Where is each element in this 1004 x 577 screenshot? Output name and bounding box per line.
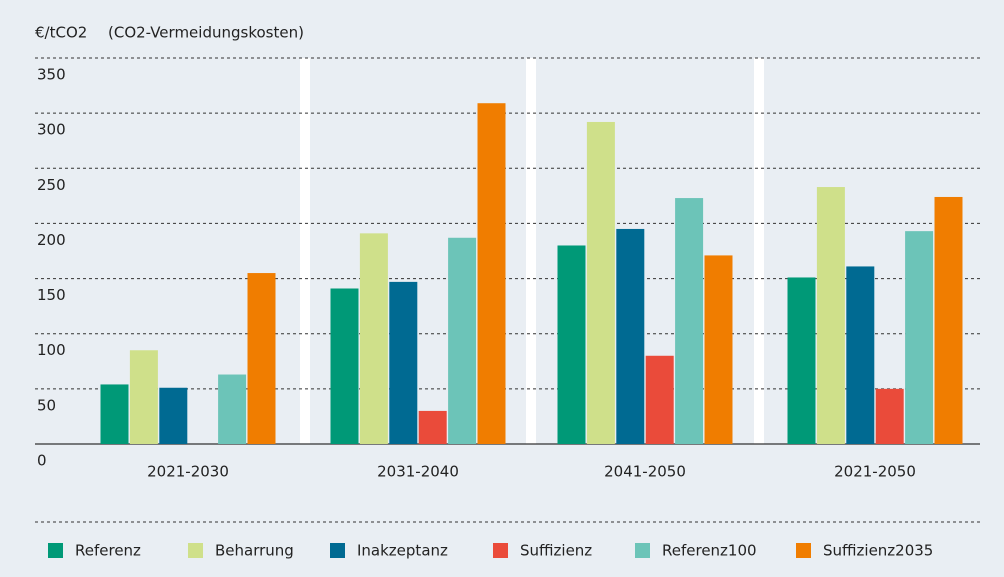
group-separator: [526, 58, 536, 444]
bar: [704, 255, 733, 444]
bar: [218, 374, 247, 444]
legend-label: Inakzeptanz: [357, 542, 448, 560]
bar: [787, 277, 816, 444]
x-tick-label: 2041-2050: [604, 463, 686, 481]
bar: [934, 196, 963, 444]
legend-label: Beharrung: [215, 542, 294, 560]
bar: [675, 198, 704, 444]
bar: [645, 355, 674, 444]
legend-swatch: [635, 543, 650, 558]
group-separator: [754, 58, 764, 444]
y-axis-label: €/tCO2: [35, 24, 87, 42]
bar: [159, 387, 188, 444]
y-tick-label: 300: [37, 121, 66, 139]
bar: [846, 266, 875, 444]
y-tick-label: 250: [37, 176, 66, 194]
bar: [586, 121, 615, 445]
legend-label: Suffizienz: [520, 542, 592, 560]
bar: [247, 273, 276, 444]
bar: [330, 288, 359, 444]
subtitle: (CO2-Vermeidungskosten): [108, 24, 304, 42]
legend-swatch: [493, 543, 508, 558]
x-tick-label: 2021-2030: [147, 463, 229, 481]
y-tick-label: 50: [37, 396, 56, 414]
y-tick-label: 200: [37, 231, 66, 249]
bar: [389, 281, 418, 444]
bar: [418, 410, 447, 444]
x-tick-label: 2021-2050: [834, 463, 916, 481]
group-separator: [300, 58, 310, 444]
y-tick-label: 0: [37, 452, 47, 470]
bar: [816, 187, 845, 444]
legend-swatch: [48, 543, 63, 558]
bar: [477, 103, 506, 445]
legend-swatch: [796, 543, 811, 558]
bar: [448, 237, 477, 444]
y-tick-label: 100: [37, 341, 66, 359]
legend-label: Suffizienz2035: [823, 542, 933, 560]
bar: [129, 350, 158, 444]
legend-label: Referenz: [75, 542, 141, 560]
bar: [100, 384, 129, 444]
legend-swatch: [188, 543, 203, 558]
bar: [557, 245, 586, 444]
y-tick-label: 150: [37, 286, 66, 304]
bar: [905, 231, 934, 444]
legend-label: Referenz100: [662, 542, 757, 560]
bar: [616, 228, 645, 444]
bar: [875, 388, 904, 444]
bar: [359, 233, 388, 444]
legend-swatch: [330, 543, 345, 558]
x-tick-label: 2031-2040: [377, 463, 459, 481]
y-tick-label: 350: [37, 66, 66, 84]
